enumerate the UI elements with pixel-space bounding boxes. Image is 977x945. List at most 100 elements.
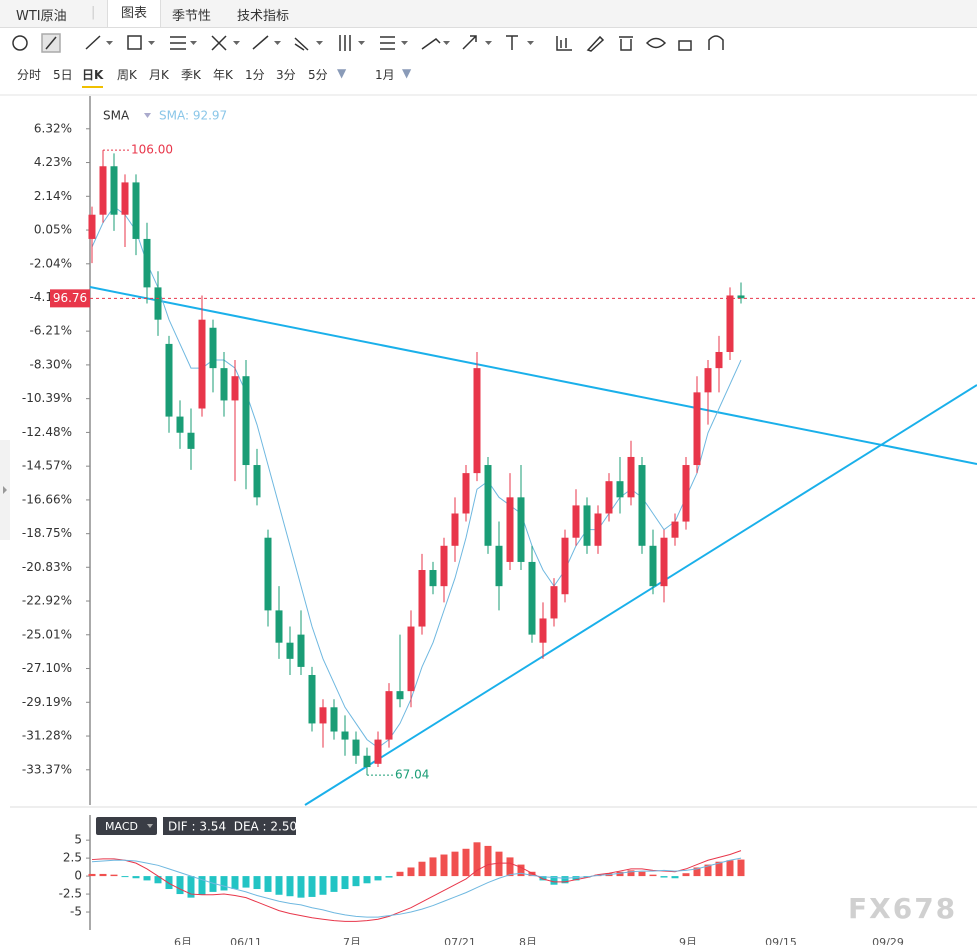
macd-bar <box>528 871 536 877</box>
tool-icon[interactable] <box>12 35 28 51</box>
y-tick-label: -5 <box>70 905 82 919</box>
macd-bar <box>99 873 107 877</box>
candle-body <box>330 707 338 732</box>
period[interactable]: 季K <box>181 68 201 82</box>
period[interactable]: 3分 <box>276 68 296 82</box>
candle-body <box>264 537 272 611</box>
y-tick-label: -16.66% <box>22 492 72 506</box>
dropdown-caret[interactable] <box>144 113 151 118</box>
tab[interactable]: WTI原油 <box>16 9 67 24</box>
tool-icon[interactable] <box>421 38 441 50</box>
macd-bar <box>638 871 646 877</box>
macd-legend-box <box>163 817 296 835</box>
tab[interactable]: 技术指标 <box>237 9 290 24</box>
tab[interactable]: 季节性 <box>172 9 212 24</box>
macd-bar <box>693 867 701 877</box>
period[interactable]: 1月 <box>375 68 395 82</box>
tool-icon[interactable] <box>85 35 101 50</box>
candle-body <box>451 513 459 546</box>
candle-body <box>638 465 646 546</box>
candle-body <box>187 432 195 449</box>
x-tick-label: 06/11 <box>230 936 262 945</box>
trend-line[interactable] <box>89 286 977 465</box>
macd-badge[interactable] <box>96 817 157 835</box>
candle-body <box>352 739 360 756</box>
x-tick-label: 6月 <box>174 936 192 945</box>
candle-body <box>528 561 536 635</box>
time-axis: 6月 06/11 7月 07/21 8月 9月 09/15 09/29 <box>174 936 904 945</box>
macd-bar <box>110 874 118 877</box>
tool-icon[interactable] <box>645 37 667 49</box>
tool-icon[interactable] <box>506 35 518 50</box>
tool-icon[interactable] <box>678 40 692 51</box>
candle-body <box>473 368 481 474</box>
x-tick-label: 09/29 <box>872 936 904 945</box>
candle-body <box>715 351 723 369</box>
period[interactable]: 5日 <box>53 68 73 82</box>
macd-bar <box>737 859 745 877</box>
tab-bar: WTI原油 | 图表 季节性 技术指标 <box>0 0 977 28</box>
watermark: FX678 <box>848 892 957 925</box>
y-tick-label: -20.83% <box>22 560 72 574</box>
dea-line <box>91 857 742 918</box>
macd-bar <box>308 876 316 897</box>
macd-bar <box>132 876 140 879</box>
tool-icon[interactable] <box>380 36 395 50</box>
period[interactable]: 月K <box>149 68 169 82</box>
candle-body <box>682 465 690 522</box>
y-tick-label: -29.19% <box>22 695 72 709</box>
macd-bar <box>187 876 195 898</box>
tool-icon[interactable] <box>586 35 605 52</box>
candle-body <box>517 497 525 562</box>
candle-body <box>616 481 624 498</box>
tool-icon[interactable] <box>339 35 351 51</box>
tool-icon[interactable] <box>294 37 309 51</box>
tool-icon[interactable] <box>252 35 269 50</box>
divider: | <box>91 5 96 20</box>
macd-bar <box>451 851 459 877</box>
candle-body <box>418 570 426 627</box>
candle-body <box>165 343 173 417</box>
macd-bar <box>154 876 162 884</box>
period[interactable]: 年K <box>213 68 233 82</box>
tool-icon[interactable] <box>127 35 142 50</box>
period[interactable]: 日K <box>82 66 104 88</box>
macd-bar <box>264 876 272 892</box>
macd-bar <box>517 864 525 877</box>
macd-bar <box>319 876 327 895</box>
tool-icon[interactable] <box>462 35 477 50</box>
period[interactable]: 5分 <box>308 68 328 82</box>
tool-icon[interactable] <box>708 35 724 50</box>
candle-body <box>176 416 184 433</box>
candle-body <box>121 182 129 215</box>
y-tick-label: -25.01% <box>22 627 72 641</box>
candle-body <box>693 392 701 466</box>
macd-bar <box>352 876 360 887</box>
trend-line[interactable] <box>304 384 977 806</box>
period[interactable]: 分时 <box>17 68 42 82</box>
tool-icon[interactable] <box>211 35 227 51</box>
x-tick-label: 8月 <box>519 936 537 945</box>
period[interactable]: 周K <box>117 68 137 82</box>
macd-bar <box>330 876 338 892</box>
dropdown-caret[interactable]: ▼ <box>337 66 347 80</box>
macd-bar <box>341 876 349 890</box>
candle-body <box>605 481 613 514</box>
candle-body <box>539 618 547 643</box>
last-price-box <box>50 289 90 308</box>
period[interactable]: 1分 <box>245 68 265 82</box>
y-tick-label: -18.75% <box>22 526 72 540</box>
tool-icon[interactable] <box>556 36 572 51</box>
macd-bar <box>561 876 569 884</box>
macd-title: MACD <box>105 820 138 833</box>
dropdown-caret[interactable]: ▼ <box>402 66 412 80</box>
tool-icon[interactable] <box>619 36 633 51</box>
macd-bar <box>407 867 415 877</box>
candle-body <box>704 368 712 393</box>
dropdown-caret <box>147 824 153 828</box>
tool-icon[interactable] <box>170 36 186 50</box>
candle-body <box>242 376 250 466</box>
tab[interactable]: 图表 <box>107 0 162 27</box>
macd-bar <box>682 873 690 877</box>
